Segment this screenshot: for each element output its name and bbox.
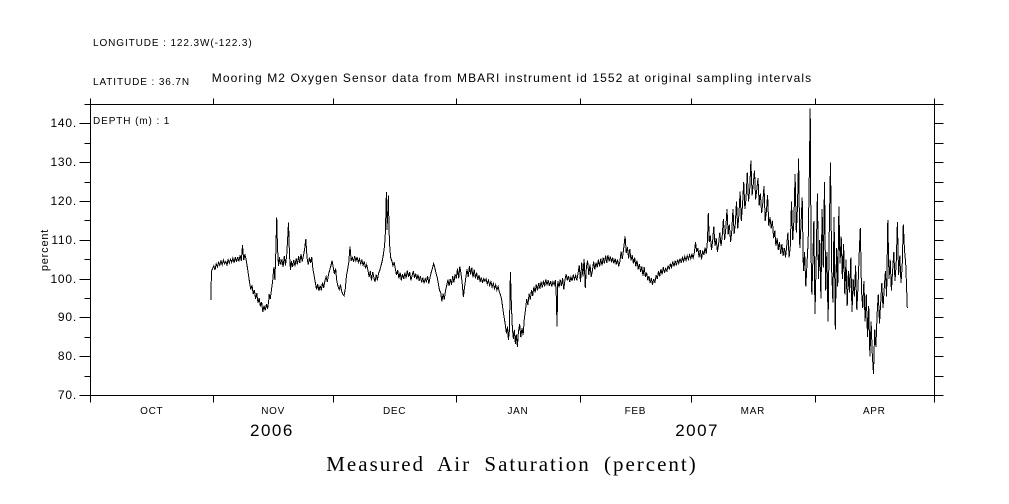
latitude-label: LATITUDE : 36.7N [93,77,191,88]
x-month-label: DEC [382,406,407,417]
y-tick-label: 130. [50,155,77,170]
plot-frame [90,104,935,396]
y-tick-label: 110. [51,232,77,247]
x-month-label: MAR [740,406,765,417]
data-line-air-saturation [210,108,908,375]
longitude-label: LONGITUDE : 122.3W(-122.3) [93,38,253,49]
x-month-label: NOV [261,406,286,417]
x-month-label: OCT [140,406,164,417]
x-month-label: APR [862,406,886,417]
x-month-label: JAN [507,406,529,417]
metadata-block: LONGITUDE : 122.3W(-122.3) LATITUDE : 36… [93,11,253,154]
y-tick-label: 100. [50,271,77,286]
figure-caption: Measured Air Saturation (percent) [326,452,698,476]
x-year-label: 2006 [250,421,294,440]
plot-title: Mooring M2 Oxygen Sensor data from MBARI… [211,71,813,85]
y-tick-label: 90. [57,310,77,325]
x-year-label: 2007 [675,421,720,440]
y-tick-label: 70. [57,388,77,402]
depth-label: DEPTH (m) : 1 [93,116,171,127]
x-month-label: FEB [624,406,647,417]
y-tick-label: 80. [57,349,77,364]
y-tick-label: 140. [50,116,77,131]
y-tick-label: 120. [50,194,77,208]
